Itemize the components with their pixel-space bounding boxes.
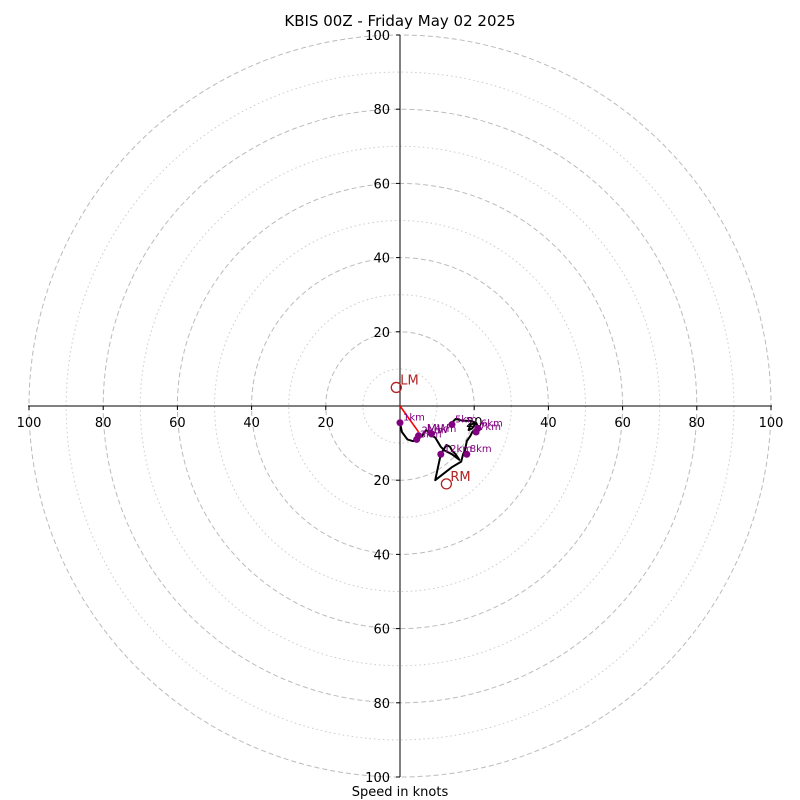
chart-title: KBIS 00Z - Friday May 02 2025: [284, 12, 515, 30]
height-point: [413, 435, 421, 443]
y-tick-label: 20: [373, 326, 390, 341]
x-tick-label: 60: [169, 416, 186, 431]
height-point: [428, 430, 436, 438]
hodograph-trace: [399, 418, 479, 482]
height-label: 1km: [403, 413, 425, 424]
y-tick-label: 80: [373, 697, 390, 712]
height-point: [463, 450, 471, 458]
x-tick-label: 40: [540, 416, 557, 431]
storm-motion-markers: LM RM MW: [390, 373, 471, 490]
storm-motion-marker: [390, 381, 402, 394]
height-label: 7km: [479, 422, 501, 433]
height-points: 1km2km3km4km5km6km7km8km12km: [396, 413, 503, 458]
y-tick-label: 40: [373, 252, 390, 267]
height-point: [437, 450, 445, 458]
y-tick-label: 20: [373, 474, 390, 489]
height-label: 8km: [470, 444, 492, 455]
x-tick-label: 80: [689, 416, 706, 431]
x-tick-label: 60: [614, 416, 631, 431]
y-tick-label: 100: [365, 29, 390, 44]
x-tick-label: 100: [759, 416, 784, 431]
mean-wind-label: MW: [427, 422, 449, 436]
shear-vector: [399, 405, 420, 433]
height-label: 5km: [455, 415, 477, 426]
height-point: [396, 419, 404, 427]
height-point: [448, 421, 456, 429]
y-tick-label: 60: [373, 177, 390, 192]
height-label: 4km: [435, 424, 457, 435]
y-tick-label: 60: [373, 623, 390, 638]
axis-ticks: 100 80 60 40 20 20 40 60 80 100100806040202040608…: [17, 29, 784, 786]
y-tick-label: 40: [373, 548, 390, 563]
y-tick-label: 100: [365, 771, 390, 786]
hodograph-series: [399, 405, 479, 482]
height-label: 12km: [444, 444, 472, 455]
height-label: 6km: [481, 418, 503, 429]
storm-motion-label: RM: [450, 470, 470, 485]
y-tick-label: 80: [373, 103, 390, 118]
x-tick-label: 20: [318, 416, 335, 431]
storm-motion-marker: [440, 478, 453, 490]
height-point: [472, 428, 480, 436]
x-axis-label: Speed in knots: [352, 785, 449, 800]
x-tick-label: 80: [95, 416, 112, 431]
x-tick-label: 40: [243, 416, 260, 431]
storm-motion-label: LM: [400, 373, 418, 388]
x-tick-label: 100: [17, 416, 42, 431]
